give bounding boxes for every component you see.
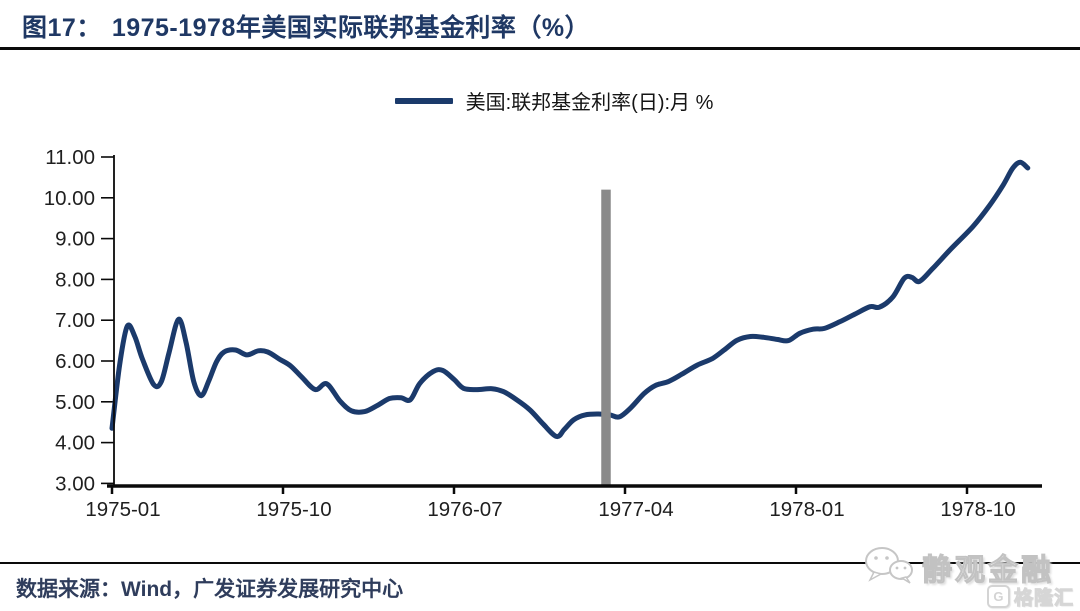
x-tick-label: 1976-07 [427, 498, 502, 521]
x-tick-label: 1975-10 [256, 498, 331, 521]
rate-line-series [109, 159, 1031, 440]
gelonghui-logo: G 格隆汇 [986, 583, 1074, 610]
figure-title-text: 1975-1978年美国实际联邦基金利率（%） [111, 14, 591, 42]
wechat-bubbles-icon [865, 547, 913, 584]
x-tick-label: 1978-01 [769, 498, 844, 521]
y-tick-label: 3.00 [55, 472, 95, 495]
figure-title: 图17： 1975-1978年美国实际联邦基金利率（%） [22, 8, 590, 44]
gelonghui-g-icon: G [986, 585, 1010, 608]
legend-label: 美国:联邦基金利率(日):月 % [465, 92, 714, 114]
y-tick-label: 8.00 [55, 268, 95, 291]
y-tick-label: 7.00 [55, 309, 95, 332]
legend-line-swatch [394, 97, 453, 104]
chart-legend: 美国:联邦基金利率(日):月 % [14, 86, 1080, 115]
gelonghui-text: 格隆汇 [1013, 588, 1074, 610]
watermark: 静观金融 [862, 545, 1054, 589]
y-tick-label: 4.00 [55, 432, 95, 455]
y-tick-label: 11.00 [45, 146, 95, 169]
y-tick-label: 6.00 [55, 350, 95, 373]
title-divider [0, 47, 1080, 50]
y-tick-label: 9.00 [55, 228, 95, 251]
x-tick-label: 1975-01 [85, 498, 160, 521]
figure-number: 图17： [22, 14, 102, 42]
y-tick-label: 10.00 [44, 187, 95, 210]
footer-divider [0, 562, 1080, 564]
watermark-brand: 静观金融 [922, 554, 1054, 588]
y-tick-label: 5.00 [55, 391, 95, 414]
annotation-vertical-bar [601, 189, 611, 486]
data-source: 数据来源：Wind，广发证券发展研究中心 [16, 578, 404, 601]
x-tick-label: 1978-10 [940, 498, 1015, 521]
x-tick-label: 1977-04 [598, 498, 673, 521]
